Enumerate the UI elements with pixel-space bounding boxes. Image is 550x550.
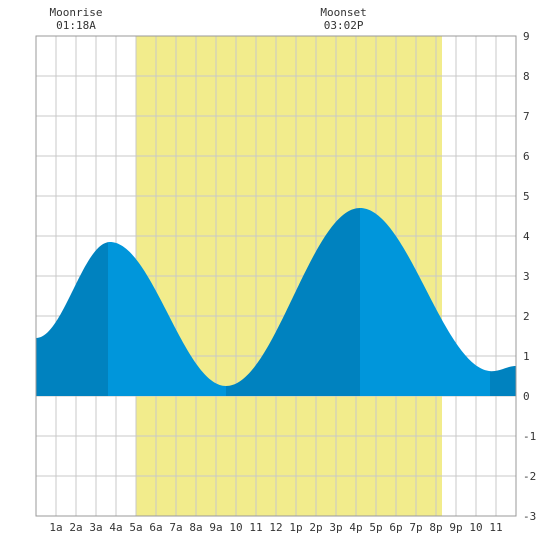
x-tick-label: 7p <box>409 521 422 534</box>
tide-area <box>36 208 516 396</box>
x-axis-labels: 1a 2a 3a 4a 5a 6a 7a 8a 9a 10 11 12 1p 2p 3p 4p 5p 6p 7p 8p… <box>49 521 502 534</box>
tide-falling-segment <box>108 242 226 396</box>
x-tick-label: 6a <box>149 521 162 534</box>
y-tick-label: 1 <box>523 350 530 363</box>
x-tick-label: 4a <box>109 521 122 534</box>
plot-border <box>35 35 517 517</box>
x-tick-label: 11 <box>249 521 262 534</box>
y-tick-label: 8 <box>523 70 530 83</box>
tide-falling-segment <box>360 208 490 396</box>
y-tick-label: -3 <box>523 510 536 523</box>
y-tick-label: -1 <box>523 430 536 443</box>
x-tick-label: 2a <box>69 521 82 534</box>
y-axis-labels: -3 -2 -1 0 1 2 3 4 5 6 7 8 9 <box>523 30 536 523</box>
tide-rising-segment <box>36 242 108 396</box>
x-tick-label: 9p <box>449 521 462 534</box>
x-tick-label: 10 <box>469 521 482 534</box>
x-tick-label: 8a <box>189 521 202 534</box>
x-tick-label: 1p <box>289 521 302 534</box>
y-tick-label: 6 <box>523 150 530 163</box>
x-tick-label: 5a <box>129 521 142 534</box>
x-tick-label: 3a <box>89 521 102 534</box>
moonrise-time: 01:18A <box>56 19 96 32</box>
tide-rising-segment <box>490 366 516 396</box>
x-tick-label: 2p <box>309 521 322 534</box>
moonrise-label: Moonrise <box>50 6 103 19</box>
x-tick-label: 8p <box>429 521 442 534</box>
x-tick-label: 11 <box>489 521 502 534</box>
y-tick-label: 5 <box>523 190 530 203</box>
y-tick-label: 4 <box>523 230 530 243</box>
tide-rising-segment <box>226 208 360 396</box>
x-tick-label: 9a <box>209 521 222 534</box>
y-tick-label: 9 <box>523 30 530 43</box>
x-tick-label: 10 <box>229 521 242 534</box>
y-tick-label: 2 <box>523 310 530 323</box>
x-tick-label: 5p <box>369 521 382 534</box>
x-tick-label: 3p <box>329 521 342 534</box>
y-tick-label: -2 <box>523 470 536 483</box>
x-tick-label: 6p <box>389 521 402 534</box>
y-tick-label: 0 <box>523 390 530 403</box>
y-tick-label: 7 <box>523 110 530 123</box>
moonset-label: Moonset <box>320 6 366 19</box>
moonset-time: 03:02P <box>324 19 364 32</box>
x-tick-label: 4p <box>349 521 362 534</box>
y-tick-label: 3 <box>523 270 530 283</box>
x-tick-label: 1a <box>49 521 62 534</box>
x-tick-label: 12 <box>269 521 282 534</box>
x-tick-label: 7a <box>169 521 182 534</box>
